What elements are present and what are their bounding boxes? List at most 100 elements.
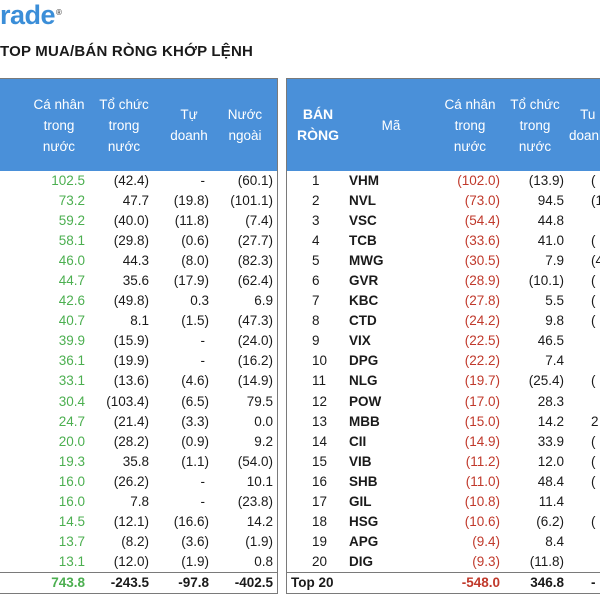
foreign-value: (62.4) [237, 273, 273, 289]
table-row: 13.1 (12.0) (1.9) 0.8 [0, 552, 277, 572]
individual-value: (27.8) [464, 293, 500, 309]
foreign-value: (16.2) [237, 353, 273, 369]
institution-value: (10.1) [528, 273, 564, 289]
individual-value: 24.7 [58, 413, 85, 429]
ticker: GVR [349, 273, 379, 289]
table-row: 1 VHM (102.0) (13.9) ( [287, 171, 600, 191]
proprietary-value: 2 [591, 413, 599, 429]
table-row: 40.7 8.1 (1.5) (47.3) [0, 311, 277, 331]
table-row: 14 CII (14.9) 33.9 ( [287, 432, 600, 452]
total-foreign: -402.5 [234, 575, 273, 590]
foreign-value: 10.1 [246, 473, 273, 489]
individual-value: 42.6 [58, 293, 85, 309]
foreign-value: (7.4) [245, 213, 273, 229]
table-row: 16.0 7.8 - (23.8) [0, 492, 277, 512]
table-row: 17 GIL (10.8) 11.4 [287, 492, 600, 512]
header-institution-domestic: Tổ chức trong nước [510, 96, 560, 154]
ticker: VSC [349, 213, 377, 229]
institution-value: 35.6 [122, 273, 149, 289]
table-row: 16.0 (26.2) - 10.1 [0, 472, 277, 492]
institution-value: (28.2) [113, 433, 149, 449]
header-proprietary: Tự doanh [170, 107, 208, 143]
rank: 18 [312, 513, 328, 529]
individual-value: (17.0) [464, 393, 500, 409]
proprietary-value: (8.0) [181, 253, 209, 269]
table-row: 58.1 (29.8) (0.6) (27.7) [0, 231, 277, 251]
total-individual: 743.8 [51, 575, 85, 590]
rank: 15 [312, 453, 328, 469]
rank: 2 [312, 193, 320, 209]
individual-value: (11.2) [465, 453, 500, 469]
logo: rade® [0, 0, 62, 30]
institution-value: 5.5 [545, 293, 564, 309]
individual-value: (73.0) [464, 193, 500, 209]
ticker: VIX [349, 333, 371, 349]
total-institution: -243.5 [110, 575, 149, 590]
total-proprietary: - [591, 575, 596, 590]
header-individual-domestic: Cá nhân trong nước [444, 96, 496, 154]
table-row: 36.1 (19.9) - (16.2) [0, 351, 277, 371]
proprietary-value: ( [591, 473, 596, 489]
proprietary-value: (1.5) [181, 313, 209, 329]
table-row: 30.4 (103.4) (6.5) 79.5 [0, 392, 277, 412]
header-individual-domestic: Cá nhân trong nước [33, 96, 85, 154]
table-row: 13.7 (8.2) (3.6) (1.9) [0, 532, 277, 552]
foreign-value: (47.3) [237, 313, 273, 329]
proprietary-value: (19.8) [173, 193, 209, 209]
institution-value: 44.8 [537, 213, 564, 229]
rank: 12 [312, 393, 328, 409]
institution-value: (11.8) [529, 553, 564, 569]
individual-value: 46.0 [58, 253, 85, 269]
proprietary-value: (17.9) [173, 273, 209, 289]
institution-value: 47.7 [122, 193, 149, 209]
table-row: 59.2 (40.0) (11.8) (7.4) [0, 211, 277, 231]
foreign-value: (1.9) [245, 533, 273, 549]
ticker: DPG [349, 353, 379, 369]
individual-value: 59.2 [58, 213, 85, 229]
ticker: CII [349, 433, 367, 449]
table-row: 16 SHB (11.0) 48.4 ( [287, 472, 600, 492]
institution-value: 7.9 [545, 253, 564, 269]
net-sell-table: BÁN RÒNG Mã Cá nhân trong nước Tổ chức t… [286, 78, 600, 594]
table-row: 73.2 47.7 (19.8) (101.1) [0, 191, 277, 211]
proprietary-value: (1.9) [181, 553, 209, 569]
ticker: APG [349, 533, 379, 549]
institution-value: (13.9) [528, 173, 564, 188]
total-individual: -548.0 [461, 575, 500, 590]
institution-value: (12.1) [113, 513, 149, 529]
ticker: VHM [349, 173, 379, 188]
table-row: 10 DPG (22.2) 7.4 [287, 351, 600, 371]
institution-value: 46.5 [537, 333, 564, 349]
institution-value: 28.3 [537, 393, 564, 409]
individual-value: (10.6) [464, 513, 500, 529]
table-header: Cá nhân trong nước Tổ chức trong nước Tự… [0, 79, 277, 171]
ticker: VIB [349, 453, 372, 469]
individual-value: 30.4 [58, 393, 85, 409]
individual-value: (15.0) [464, 413, 500, 429]
foreign-value: (14.9) [237, 373, 273, 389]
foreign-value: (60.1) [237, 173, 273, 188]
individual-value: (19.7) [464, 373, 500, 389]
institution-value: (12.0) [113, 553, 149, 569]
rank: 13 [312, 413, 328, 429]
foreign-value: 9.2 [254, 433, 273, 449]
proprietary-value: ( [591, 313, 596, 329]
ticker: DIG [349, 553, 374, 569]
individual-value: (22.2) [464, 353, 500, 369]
total-institution: 346.8 [530, 575, 564, 590]
individual-value: (9.4) [472, 533, 500, 549]
institution-value: 41.0 [537, 233, 564, 249]
table-row: 19.3 35.8 (1.1) (54.0) [0, 452, 277, 472]
individual-value: 73.2 [58, 193, 85, 209]
table-row: 20 DIG (9.3) (11.8) [287, 552, 600, 572]
institution-value: (13.6) [113, 373, 149, 389]
foreign-value: (101.1) [230, 193, 273, 209]
table-row: 2 NVL (73.0) 94.5 (1 [287, 191, 600, 211]
foreign-value: (27.7) [237, 233, 273, 249]
net-buy-table: Cá nhân trong nước Tổ chức trong nước Tự… [0, 78, 278, 594]
ticker: GIL [349, 493, 372, 509]
individual-value: 39.9 [58, 333, 85, 349]
table-body: 1VHM(102.0)(13.9)(2NVL(73.0)94.5(13VSC(5… [287, 171, 600, 572]
individual-value: 102.5 [51, 173, 85, 188]
individual-value: 13.1 [58, 553, 85, 569]
